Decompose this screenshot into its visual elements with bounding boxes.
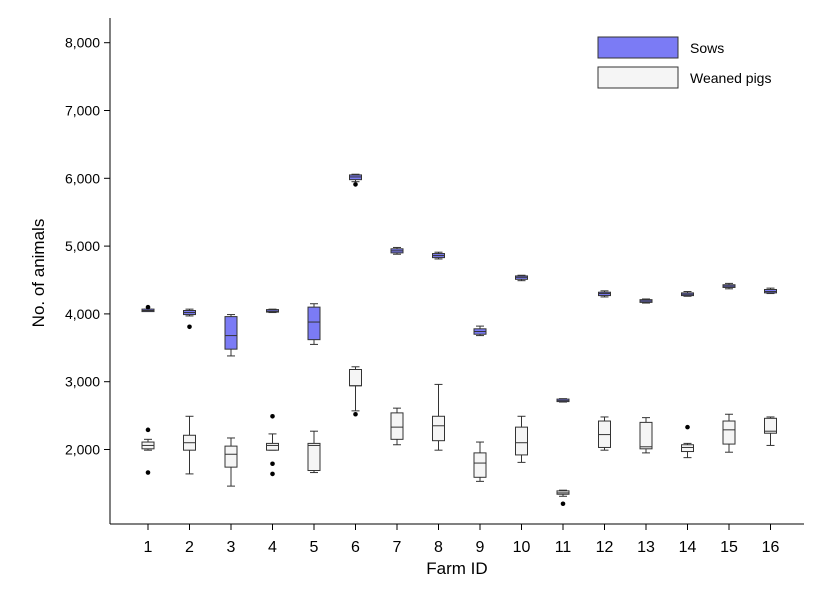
y-axis: 2,000 3,000 4,000 5,000 6,000 7,000 8,000 (65, 18, 111, 524)
outlier-point (270, 471, 275, 477)
box-sows-farm-11 (556, 398, 570, 403)
box-iqr (224, 316, 238, 350)
box-iqr (307, 442, 321, 472)
box-iqr (432, 415, 445, 442)
box-iqr (349, 368, 362, 387)
x-tick-label: 16 (762, 539, 780, 556)
x-tick-label: 13 (637, 539, 655, 556)
x-tick-label: 6 (351, 539, 360, 556)
legend-label-sows: Sows (690, 40, 724, 56)
box-iqr (681, 444, 694, 453)
box-weaned-pigs-farm-16 (764, 416, 777, 446)
box-sows-farm-13 (639, 298, 653, 304)
box-weaned-pigs-farm-12 (598, 416, 611, 451)
x-tick-label: 3 (227, 539, 236, 556)
y-tick-label: 8,000 (65, 35, 100, 51)
box-sows-farm-10 (515, 274, 528, 282)
box-sows-farm-4 (266, 308, 279, 314)
box-weaned-pigs-farm-9 (473, 441, 487, 482)
x-tick-label: 10 (513, 539, 531, 556)
x-tick-label: 12 (596, 539, 614, 556)
box-iqr (473, 452, 487, 478)
y-tick-label: 6,000 (65, 170, 100, 186)
box-sows-farm-9 (473, 325, 487, 337)
box-iqr (515, 426, 528, 456)
outlier-point (270, 461, 275, 467)
x-tick-label: 15 (720, 539, 738, 556)
outlier-point (560, 501, 566, 507)
x-tick-label: 5 (310, 539, 319, 556)
x-axis: 1 2 3 4 5 6 7 8 9 10 11 12 13 14 15 16 (110, 523, 804, 556)
y-tick-label: 7,000 (65, 103, 100, 119)
x-tick-label: 4 (268, 539, 277, 556)
x-tick-label: 7 (393, 539, 402, 556)
y-tick-label: 4,000 (65, 306, 100, 322)
box-iqr (722, 420, 736, 445)
box-sows-farm-3 (224, 314, 238, 357)
box-iqr (266, 442, 279, 451)
box-sows-farm-2 (183, 308, 196, 330)
box-weaned-pigs-farm-6 (349, 366, 362, 417)
box-iqr (307, 306, 321, 341)
box-weaned-pigs-farm-8 (432, 383, 445, 451)
y-tick-label: 3,000 (65, 374, 100, 390)
x-tick-label: 8 (434, 539, 443, 556)
x-tick-label: 11 (555, 539, 572, 556)
box-weaned-pigs-farm-5 (307, 430, 321, 474)
box-sows-farm-8 (432, 251, 445, 260)
box-sows-farm-16 (764, 287, 777, 295)
box-iqr (390, 412, 404, 440)
y-tick-label: 5,000 (65, 238, 100, 254)
box-weaned-pigs-farm-14 (681, 424, 694, 459)
box-iqr (639, 421, 653, 450)
box-weaned-pigs-farm-2 (183, 415, 196, 475)
x-axis-label: Farm ID (426, 559, 487, 578)
outlier-point (353, 182, 358, 187)
box-weaned-pigs-farm-11 (556, 489, 570, 507)
box-weaned-pigs-farm-7 (390, 407, 404, 446)
x-tick-label: 2 (185, 539, 194, 556)
box-sows-farm-15 (722, 282, 736, 290)
box-sows-farm-14 (681, 291, 694, 297)
box-weaned-pigs-farm-13 (639, 417, 653, 454)
box-weaned-pigs-farm-4 (266, 413, 279, 477)
box-sows-farm-6 (349, 173, 362, 187)
legend-swatch-weaned-pigs (597, 66, 679, 89)
outlier-point (145, 427, 151, 433)
series-sows (141, 173, 777, 403)
box-iqr (224, 445, 238, 468)
x-tick-label: 14 (679, 539, 697, 556)
box-iqr (764, 417, 777, 434)
x-tick-label: 9 (476, 539, 485, 556)
box-sows-farm-1 (141, 304, 155, 313)
y-axis-label: No. of animals (29, 219, 48, 328)
legend: Sows Weaned pigs (597, 36, 771, 89)
series-weaned-pigs (141, 366, 777, 507)
y-tick-label: 2,000 (65, 442, 100, 458)
box-weaned-pigs-farm-10 (515, 415, 528, 463)
legend-label-weaned-pigs: Weaned pigs (690, 70, 771, 86)
box-sows-farm-12 (598, 290, 611, 298)
outlier-point (270, 413, 275, 419)
outlier-point (145, 304, 151, 310)
box-weaned-pigs-farm-3 (224, 437, 238, 487)
box-sows-farm-7 (390, 246, 404, 255)
outlier-point (187, 324, 192, 330)
outlier-point (145, 470, 151, 475)
outlier-point (685, 424, 690, 430)
boxes-layer (141, 173, 777, 507)
x-tick-label: 1 (144, 539, 153, 556)
box-weaned-pigs-farm-15 (722, 413, 736, 453)
legend-swatch-sows (597, 36, 679, 59)
box-sows-farm-5 (307, 303, 321, 345)
outlier-point (353, 411, 358, 417)
box-weaned-pigs-farm-1 (141, 427, 155, 475)
